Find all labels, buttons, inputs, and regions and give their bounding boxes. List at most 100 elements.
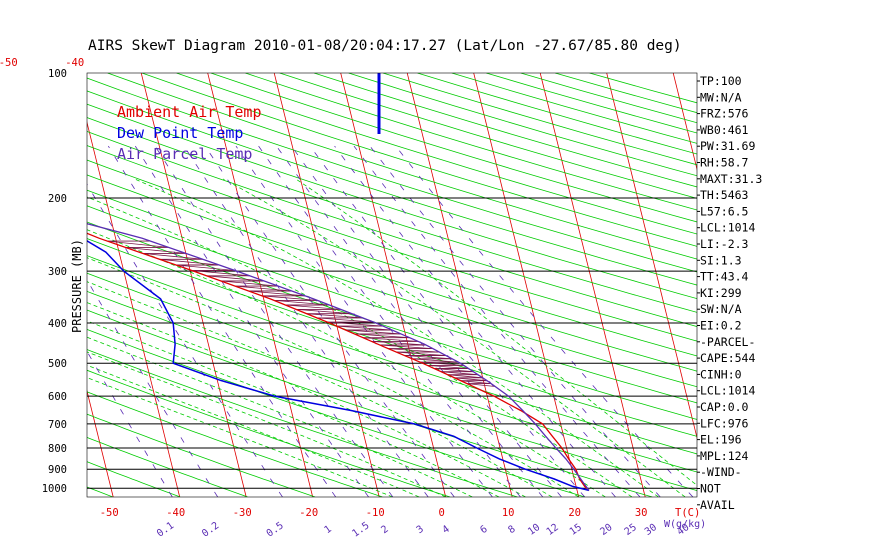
dry-adiabat: [87, 413, 316, 497]
mixing-ratio-line: [276, 145, 544, 497]
cape-hatch-diag: [107, 240, 169, 248]
cape-hatch-diag: [434, 368, 474, 373]
mixing-ratio-tick-label: 4: [441, 524, 452, 536]
temp-unit-label: T(C): [675, 507, 700, 519]
cape-hatch-diag: [362, 337, 419, 342]
moist-adiabat: [87, 302, 526, 497]
cape-hatch-diag: [447, 374, 483, 379]
isotherm: [273, 73, 380, 497]
legend-dew-point-temp: Dew Point Temp: [117, 124, 243, 142]
isotherm: [672, 73, 697, 171]
cape-hatch-diag: [191, 270, 250, 277]
mixing-ratio-tick-label: 1: [323, 524, 334, 536]
cape-hatch-diag: [396, 351, 446, 356]
mixing-ratio-tick-label: 0.5: [265, 520, 286, 539]
cape-hatch-diag: [388, 348, 440, 353]
cape-hatch-diag: [354, 333, 410, 339]
cape-hatch-diag: [206, 275, 265, 282]
legend-ambient-air-temp: Ambient Air Temp: [117, 103, 262, 121]
pressure-tick-label: 300: [48, 266, 67, 278]
isotherm: [539, 73, 646, 497]
dry-adiabat: [87, 272, 697, 473]
moist-adiabat: [295, 178, 697, 486]
profile-lines: [87, 73, 590, 492]
moist-adiabat: [87, 281, 553, 497]
bottom-temp-tick-label: -40: [166, 507, 185, 519]
stability-index: LI:-2.3: [700, 237, 749, 251]
mixing-ratio-tick-label: 2: [379, 524, 390, 536]
moist-adiabat: [87, 377, 393, 497]
y-axis-label: PRESSURE (MB): [70, 239, 84, 333]
stability-index: MAXT:31.3: [700, 172, 762, 186]
stability-index: TP:100: [700, 74, 742, 88]
pressure-tick-label: 700: [48, 419, 67, 431]
isotherm: [87, 121, 181, 497]
dry-adiabat: [87, 290, 697, 492]
stability-index: CAPE:544: [700, 351, 755, 365]
stability-index: KI:299: [700, 286, 742, 300]
stability-index: CAP:0.0: [700, 400, 749, 414]
isotherm: [606, 73, 697, 440]
cape-hatch-diag: [175, 264, 236, 271]
stability-index: EL:196: [700, 433, 742, 447]
stability-index: FRZ:576: [700, 107, 749, 121]
dry-adiabat: [210, 73, 697, 223]
isotherm: [87, 389, 114, 497]
cape-hatch-diag: [440, 371, 479, 376]
dry-adiabat: [87, 159, 697, 357]
cape-hatch-diag: [317, 317, 374, 323]
dry-adiabat: [87, 145, 697, 342]
bottom-temp-tick-label: 30: [635, 507, 648, 519]
bottom-temp-tick-label: -10: [366, 507, 385, 519]
moist-adiabat: [134, 178, 659, 497]
stability-index: -PARCEL-: [700, 335, 755, 349]
mixing-ratio-tick-label: 8: [506, 524, 517, 536]
cape-hatch-diag: [261, 295, 318, 301]
dry-adiabat: [87, 309, 653, 497]
bottom-temp-tick-label: -50: [100, 507, 119, 519]
cape-hatch-diag: [327, 321, 384, 327]
plot-frame: [86, 72, 698, 498]
moist-adiabat: [87, 257, 579, 497]
dry-adiabat: [87, 77, 697, 273]
cape-hatch-diag: [345, 329, 402, 335]
bottom-temp-tick-label: 10: [502, 507, 515, 519]
top-temp-tick-label: -40: [65, 57, 84, 69]
cape-hatch-diag: [454, 377, 488, 382]
mixing-ratio-tick-label: 3: [415, 524, 426, 536]
cape-hatch-diag: [467, 383, 496, 387]
axis-labels: 1002003004005006007008009001000-120-110-…: [0, 57, 706, 540]
dry-adiabat: [348, 73, 697, 177]
cape-hatch-diag: [419, 361, 464, 366]
stability-index: PW:31.69: [700, 139, 755, 153]
isotherm: [0, 73, 47, 497]
cape-hatch-diag: [274, 300, 330, 306]
mixing-ratio-tick-label: 30: [643, 522, 659, 538]
cape-hatch-diag: [220, 280, 279, 287]
dry-adiabat: [87, 103, 697, 300]
stability-index: NOT: [700, 482, 721, 496]
stability-indices: TP:100 MW:N/A FRZ:576 WB0:461 PW:31.69 RH:58.…: [697, 74, 762, 512]
cape-hatch-diag: [142, 253, 203, 260]
mixing-ratio-tick-label: 10: [526, 522, 542, 538]
bottom-temp-tick-label: 0: [439, 507, 445, 519]
dry-adiabat: [87, 117, 697, 313]
mixing-ratio-line: [87, 183, 283, 497]
dry-adiabat: [176, 73, 697, 235]
stability-index: TT:43.4: [700, 270, 749, 284]
dry-adiabat: [87, 238, 697, 437]
dry-adiabat: [87, 436, 248, 497]
mixing-ratio-line: [204, 145, 455, 497]
pressure-tick-label: 900: [48, 464, 67, 476]
stability-index: LFC:976: [700, 416, 749, 430]
pressure-tick-label: 800: [48, 443, 67, 455]
moist-adiabat: [87, 351, 446, 497]
dew-point-line: [87, 240, 590, 492]
mixing-ratio-tick-label: 20: [598, 522, 614, 538]
cape-hatch-diag: [460, 380, 492, 384]
moist-adiabat: [87, 320, 500, 497]
mixing-ratio-tick-label: 1.5: [350, 520, 371, 539]
stability-index: EI:0.2: [700, 319, 742, 333]
mixing-ratio-tick-label: 0.1: [155, 520, 176, 539]
cape-hatch-diag: [248, 290, 305, 297]
